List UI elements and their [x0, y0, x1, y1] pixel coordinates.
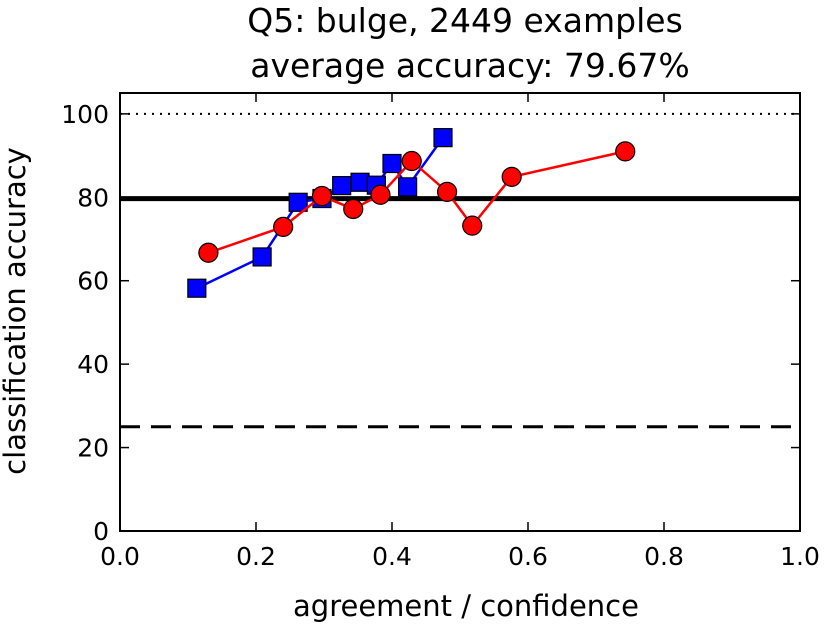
y-tick-label: 0 — [93, 517, 109, 546]
y-tick-label: 80 — [77, 183, 109, 212]
series-0-point — [288, 192, 308, 212]
x-tick-label: 1.0 — [780, 542, 820, 571]
x-tick-label: 0.6 — [508, 542, 548, 571]
series-0-point — [433, 128, 453, 148]
series-0-point — [332, 176, 352, 196]
series-1-point — [501, 166, 522, 187]
series-0-point — [398, 177, 418, 197]
series-1-point — [436, 181, 458, 202]
series-0-point — [350, 172, 370, 192]
y-tick-label: 60 — [77, 267, 109, 296]
series-1-line — [207, 150, 626, 254]
y-tick-label: 100 — [61, 100, 109, 129]
chart-title: Q5: bulge, 2449 examples — [247, 1, 683, 40]
series-1-point — [273, 216, 294, 238]
series-1-point — [615, 141, 636, 162]
x-tick-label: 0.2 — [236, 542, 276, 571]
chart-subtitle: average accuracy: 79.67% — [250, 46, 690, 85]
x-tick-label: 0.4 — [372, 542, 412, 571]
y-tick-label: 40 — [77, 350, 109, 379]
x-tick-label: 0.8 — [644, 542, 684, 571]
x-axis-label: agreement / confidence — [293, 589, 639, 623]
x-tick-label: 0.0 — [100, 542, 140, 571]
plot-area: 0.0 0.2 0.4 0.6 0.8 1.0 0 20 40 60 80 100 — [61, 92, 820, 571]
series-1-point — [311, 185, 333, 207]
y-tick-label: 20 — [77, 434, 109, 463]
series-1-point — [401, 150, 422, 172]
plot-frame — [119, 92, 801, 532]
series-1-point — [370, 184, 391, 205]
series-1-point — [462, 215, 483, 236]
series-1-point — [198, 242, 219, 263]
series-0-point — [382, 153, 402, 174]
y-axis-label: classification accuracy — [0, 147, 32, 475]
series-1-point — [343, 198, 364, 220]
series-0-point — [252, 247, 272, 267]
series-0-point — [187, 278, 207, 298]
